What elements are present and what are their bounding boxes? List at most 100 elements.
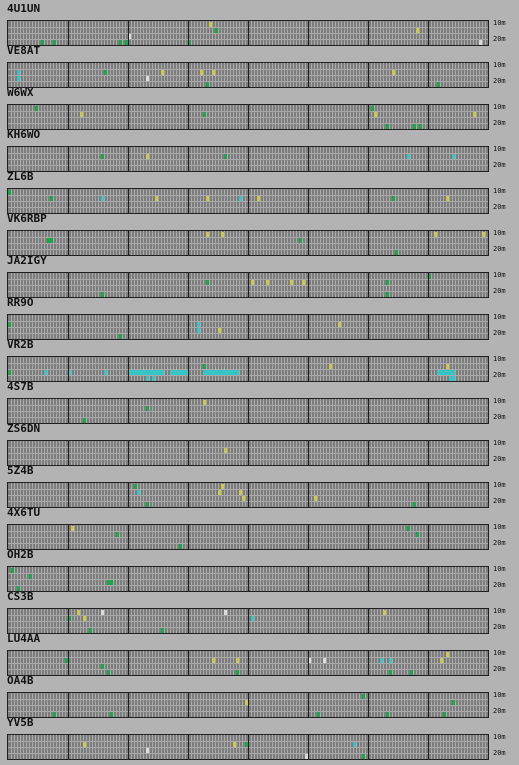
signal-spot [323, 658, 326, 663]
band-grid-svg [7, 440, 489, 466]
signal-spot [65, 658, 68, 663]
band-grid-svg [7, 608, 489, 634]
band-label-20m: 20m [493, 287, 506, 295]
band-label-10m: 10m [493, 607, 506, 615]
signal-spot [437, 370, 440, 375]
signal-spot [8, 190, 11, 195]
band-grid [7, 692, 489, 718]
grid-frame [7, 734, 489, 760]
signal-spot [146, 370, 149, 375]
band-label-20m: 20m [493, 161, 506, 169]
station-callsign: ZL6B [7, 170, 34, 183]
band-grid [7, 482, 489, 508]
signal-spot [35, 106, 38, 111]
signal-spot [176, 370, 179, 375]
band-grid [7, 104, 489, 130]
signal-spot [83, 742, 86, 747]
signal-spot [200, 70, 203, 75]
grid-lines [8, 273, 488, 297]
signal-spot [245, 700, 248, 705]
band-grid-svg [7, 104, 489, 130]
station-cs3b: CS3B 10m 20m [0, 590, 519, 634]
signal-spot [203, 364, 206, 369]
signal-spot [125, 40, 128, 45]
band-grid-svg [7, 482, 489, 508]
signal-spot [353, 742, 356, 747]
signal-spot [338, 322, 341, 327]
station-callsign: JA2IGY [7, 254, 47, 267]
station-callsign: 5Z4B [7, 464, 34, 477]
station-callsign: VK6RBP [7, 212, 47, 225]
signal-spot [137, 490, 140, 495]
signal-spot [452, 700, 455, 705]
station-ja2igy: JA2IGY 10m 20m [0, 254, 519, 298]
signal-spot [416, 28, 419, 33]
signal-spot [302, 280, 305, 285]
signal-spot [413, 124, 416, 129]
signal-spot [203, 370, 206, 375]
signal-spot [119, 334, 122, 339]
section-dividers [68, 483, 429, 507]
station-callsign: KH6WO [7, 128, 41, 141]
signal-spot [50, 196, 53, 201]
band-label-20m: 20m [493, 665, 506, 673]
band-grid-svg [7, 20, 489, 46]
grid-lines [8, 693, 488, 717]
band-label-20m: 20m [493, 203, 506, 211]
grid-frame [7, 398, 489, 424]
signal-spot [224, 610, 227, 615]
signal-spot [206, 196, 209, 201]
band-label-20m: 20m [493, 581, 506, 589]
signal-spot [386, 124, 389, 129]
section-dividers [68, 399, 429, 423]
station-callsign: CS3B [7, 590, 34, 603]
band-label-20m: 20m [493, 329, 506, 337]
band-label-10m: 10m [493, 145, 506, 153]
signal-spot [137, 370, 140, 375]
signal-spot [386, 292, 389, 297]
signal-spot [206, 280, 209, 285]
signal-spot [452, 154, 455, 159]
signal-spot [119, 40, 122, 45]
grid-frame [7, 272, 489, 298]
signal-spot [107, 670, 110, 675]
signal-spot [395, 250, 398, 255]
signal-spot [314, 496, 317, 501]
signal-spot [410, 670, 413, 675]
band-grid [7, 356, 489, 382]
band-grid-svg [7, 188, 489, 214]
signal-spot [182, 370, 185, 375]
station-ve8at: VE8AT 10m 20m [0, 45, 519, 88]
grid-frame [7, 20, 489, 46]
section-dividers [68, 525, 429, 549]
section-dividers [68, 189, 429, 213]
signal-spot [224, 154, 227, 159]
signal-spot [251, 616, 254, 621]
signal-spot [449, 370, 452, 375]
signal-spot [80, 112, 83, 117]
signal-spot [437, 82, 440, 87]
station-callsign: RR9O [7, 296, 34, 309]
signal-spot [206, 370, 209, 375]
station-zl6b: ZL6B 10m 20m [0, 170, 519, 214]
band-grid [7, 608, 489, 634]
station-vk6rbp: VK6RBP 10m 20m [0, 212, 519, 256]
band-grid-svg [7, 650, 489, 676]
grid-lines [8, 147, 488, 171]
grid-frame [7, 188, 489, 214]
band-label-20m: 20m [493, 77, 506, 85]
grid-lines [8, 483, 488, 507]
station-4x6tu: 4X6TU 10m 20m [0, 507, 519, 550]
band-grid-svg [7, 734, 489, 760]
band-grid [7, 188, 489, 214]
signal-spot [89, 628, 92, 633]
signal-spot [362, 694, 365, 699]
signal-spot [374, 112, 377, 117]
grid-lines [8, 441, 488, 465]
signal-spot [146, 748, 149, 753]
signal-spot [389, 658, 392, 663]
signal-spot [479, 40, 482, 45]
signal-spot [101, 196, 104, 201]
station-zs6dn: ZS6DN 10m 20m [0, 423, 519, 466]
band-grid-svg [7, 356, 489, 382]
